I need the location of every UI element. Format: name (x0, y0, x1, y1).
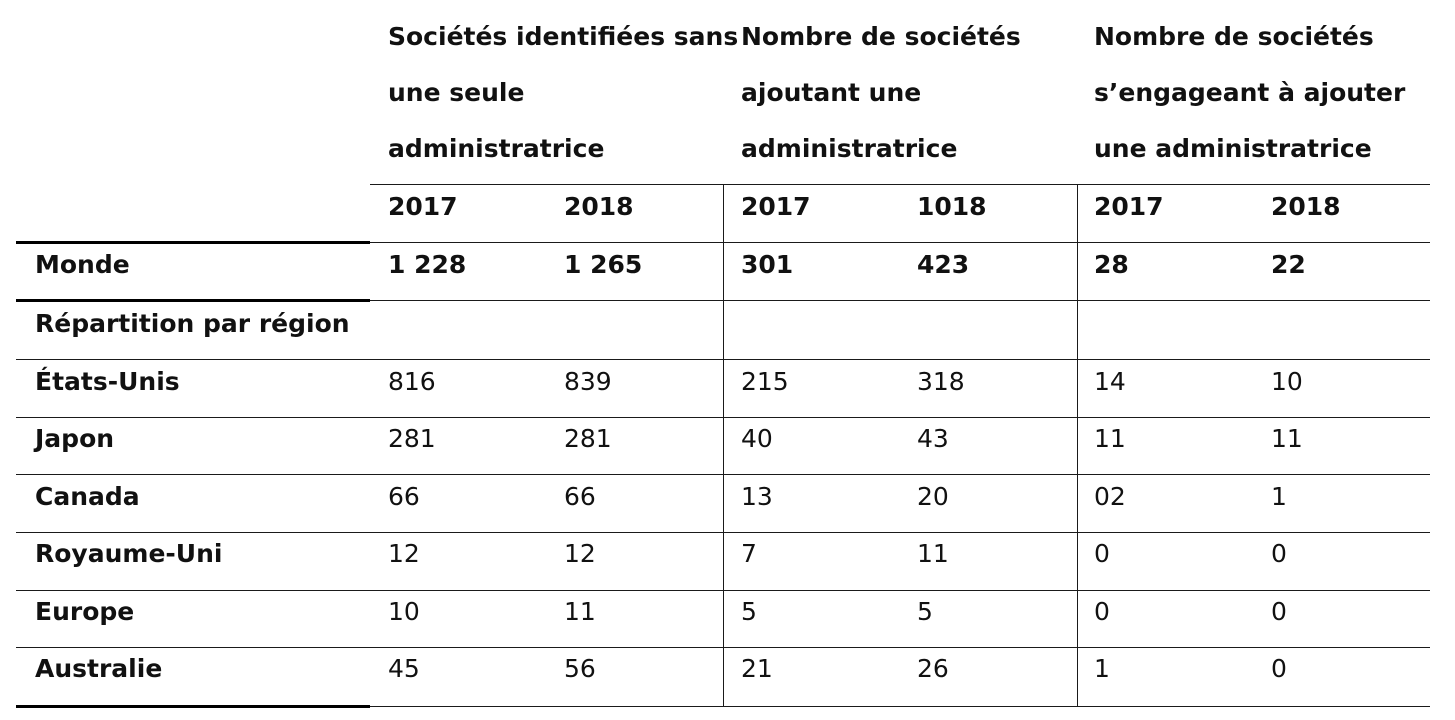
table-cell: 20 (917, 482, 949, 511)
table-cell: 56 (564, 654, 596, 683)
table-cell: 318 (917, 367, 965, 396)
group2-header-line1: Nombre de sociétés (741, 22, 1021, 51)
year-header: 1018 (917, 192, 987, 221)
region-label: États-Unis (35, 367, 180, 396)
table-cell: 7 (741, 539, 757, 568)
section-label: Répartition par région (35, 309, 350, 338)
table-cell: 839 (564, 367, 612, 396)
table-cell: 0 (1094, 539, 1110, 568)
table-cell: 281 (388, 424, 436, 453)
table-cell: 11 (564, 597, 596, 626)
region-label: Australie (35, 654, 163, 683)
header-divider (370, 184, 1430, 185)
group2-header-line3: administratrice (741, 134, 958, 163)
table-cell: 66 (564, 482, 596, 511)
table-cell: 26 (917, 654, 949, 683)
table-cell: 0 (1271, 539, 1287, 568)
world-label: Monde (35, 250, 130, 279)
table-cell: 1 (1271, 482, 1287, 511)
group1-header-line3: administratrice (388, 134, 605, 163)
world-value: 1 265 (564, 250, 643, 279)
table-cell: 816 (388, 367, 436, 396)
year-header: 2017 (741, 192, 811, 221)
table-cell: 12 (564, 539, 596, 568)
year-header: 2017 (1094, 192, 1164, 221)
table-cell: 13 (741, 482, 773, 511)
table-cell: 02 (1094, 482, 1126, 511)
table-cell: 281 (564, 424, 612, 453)
group2-header-line2: ajoutant une (741, 78, 922, 107)
region-label: Europe (35, 597, 135, 626)
table-cell: 11 (1094, 424, 1126, 453)
world-value: 28 (1094, 250, 1129, 279)
world-value: 1 228 (388, 250, 467, 279)
world-value: 22 (1271, 250, 1306, 279)
column-divider (1077, 184, 1078, 706)
table-cell: 10 (388, 597, 420, 626)
table-cell: 11 (1271, 424, 1303, 453)
label-rule (16, 299, 370, 302)
column-divider (723, 184, 724, 706)
group3-header-line2: s’engageant à ajouter (1094, 78, 1406, 107)
region-label: Canada (35, 482, 140, 511)
table-cell: 12 (388, 539, 420, 568)
year-header: 2018 (1271, 192, 1341, 221)
table-cell: 1 (1094, 654, 1110, 683)
row-divider (370, 242, 1430, 243)
table-cell: 215 (741, 367, 789, 396)
world-value: 423 (917, 250, 970, 279)
table-cell: 5 (741, 597, 757, 626)
row-divider (370, 706, 1430, 707)
label-rule (16, 705, 370, 708)
region-label: Japon (35, 424, 115, 453)
group3-header-line1: Nombre de sociétés (1094, 22, 1374, 51)
table-cell: 40 (741, 424, 773, 453)
year-header: 2018 (564, 192, 634, 221)
table-cell: 45 (388, 654, 420, 683)
table-cell: 66 (388, 482, 420, 511)
table-cell: 5 (917, 597, 933, 626)
table-cell: 11 (917, 539, 949, 568)
table-cell: 0 (1094, 597, 1110, 626)
table-cell: 43 (917, 424, 949, 453)
region-label: Royaume-Uni (35, 539, 223, 568)
year-header: 2017 (388, 192, 458, 221)
group3-header-line3: une administratrice (1094, 134, 1372, 163)
table-cell: 21 (741, 654, 773, 683)
world-value: 301 (741, 250, 794, 279)
label-rule (16, 241, 370, 244)
table-cell: 0 (1271, 654, 1287, 683)
row-divider (370, 300, 1430, 301)
table-cell: 0 (1271, 597, 1287, 626)
group1-header-line2: une seule (388, 78, 525, 107)
group1-header-line1: Sociétés identifiées sans (388, 22, 739, 51)
table-cell: 10 (1271, 367, 1303, 396)
table-cell: 14 (1094, 367, 1126, 396)
